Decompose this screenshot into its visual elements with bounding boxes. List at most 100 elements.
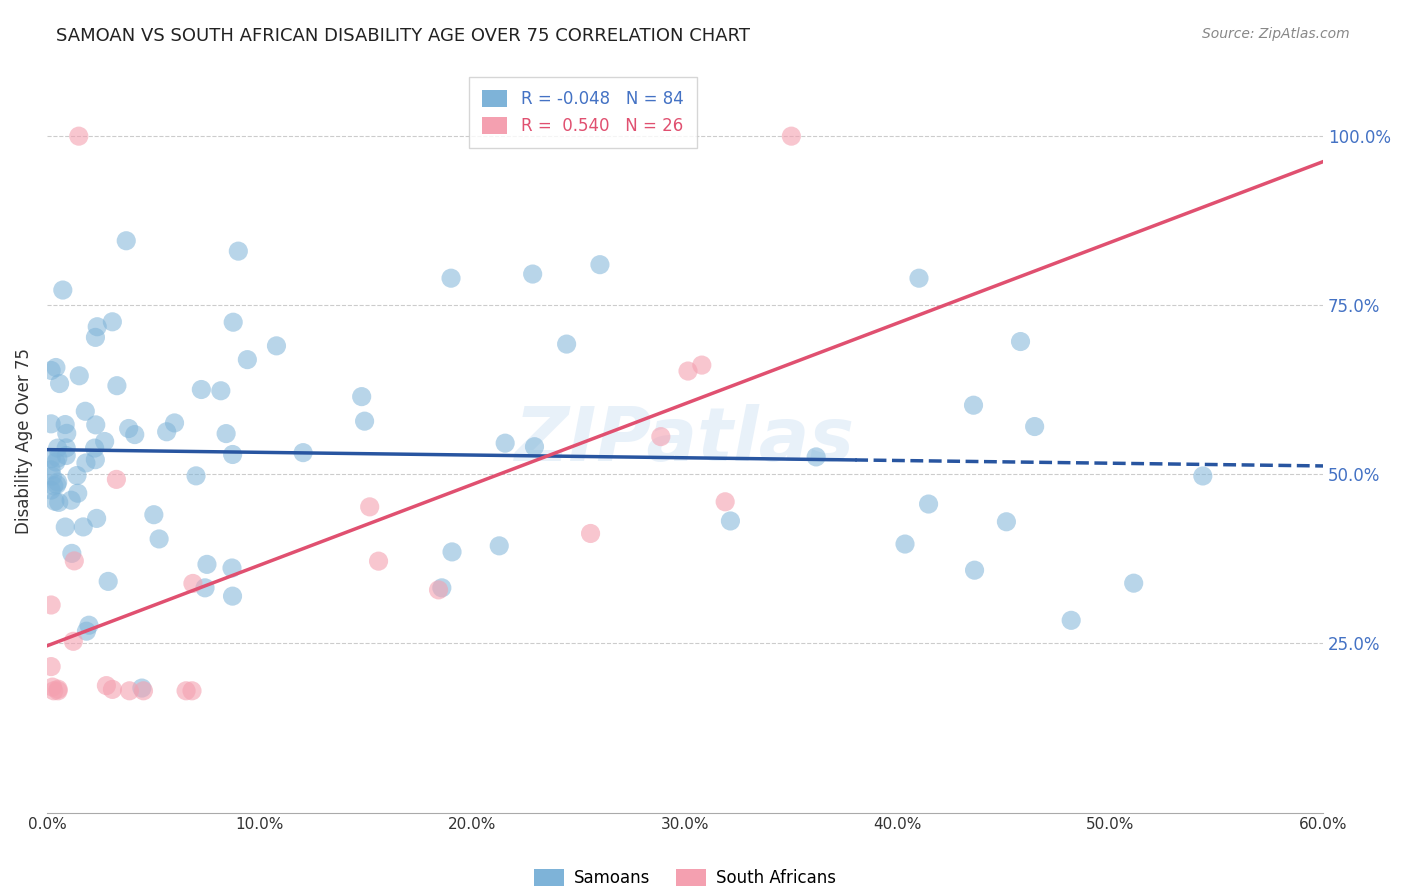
- Point: [142, 508, 165, 522]
- Point: [39, 417, 62, 431]
- Point: [440, 271, 463, 285]
- Point: [132, 683, 155, 698]
- Point: [195, 558, 218, 572]
- Point: [118, 421, 141, 435]
- Point: [93, 434, 115, 449]
- Point: [96, 679, 118, 693]
- Point: [39, 659, 62, 673]
- Point: [124, 427, 146, 442]
- Legend: R = -0.048   N = 84, R =  0.540   N = 26: R = -0.048 N = 84, R = 0.540 N = 26: [470, 77, 697, 148]
- Point: [66, 468, 89, 483]
- Point: [42, 479, 65, 493]
- Point: [67, 129, 90, 144]
- Point: [77, 618, 100, 632]
- Point: [359, 500, 381, 514]
- Point: [84, 452, 107, 467]
- Point: [45, 360, 67, 375]
- Point: [780, 129, 803, 144]
- Point: [156, 425, 179, 439]
- Point: [39, 483, 62, 497]
- Point: [48, 495, 70, 509]
- Point: [194, 581, 217, 595]
- Text: Source: ZipAtlas.com: Source: ZipAtlas.com: [1202, 27, 1350, 41]
- Point: [292, 445, 315, 459]
- Point: [66, 486, 89, 500]
- Point: [105, 472, 128, 486]
- Point: [84, 330, 107, 344]
- Point: [41, 680, 63, 694]
- Point: [105, 378, 128, 392]
- Point: [39, 363, 62, 377]
- Point: [75, 456, 97, 470]
- Point: [589, 258, 612, 272]
- Point: [118, 683, 141, 698]
- Point: [174, 683, 197, 698]
- Point: [41, 469, 63, 483]
- Point: [190, 383, 212, 397]
- Point: [86, 319, 108, 334]
- Point: [97, 574, 120, 589]
- Point: [55, 426, 77, 441]
- Point: [963, 563, 986, 577]
- Point: [46, 682, 69, 697]
- Point: [522, 267, 544, 281]
- Point: [209, 384, 232, 398]
- Point: [46, 451, 69, 466]
- Point: [181, 576, 204, 591]
- Point: [181, 683, 204, 698]
- Y-axis label: Disability Age Over 75: Disability Age Over 75: [15, 348, 32, 533]
- Point: [45, 455, 67, 469]
- Point: [908, 271, 931, 285]
- Point: [44, 494, 66, 508]
- Point: [427, 582, 450, 597]
- Point: [962, 398, 984, 412]
- Point: [86, 511, 108, 525]
- Point: [236, 352, 259, 367]
- Point: [72, 520, 94, 534]
- Point: [650, 429, 672, 443]
- Point: [115, 234, 138, 248]
- Point: [523, 440, 546, 454]
- Point: [1192, 469, 1215, 483]
- Point: [53, 417, 76, 432]
- Point: [350, 390, 373, 404]
- Point: [488, 539, 510, 553]
- Point: [163, 416, 186, 430]
- Point: [184, 468, 207, 483]
- Text: ZIPatlas: ZIPatlas: [515, 404, 855, 477]
- Point: [39, 598, 62, 612]
- Point: [804, 450, 827, 464]
- Point: [46, 441, 69, 455]
- Point: [353, 414, 375, 428]
- Point: [228, 244, 250, 259]
- Point: [430, 581, 453, 595]
- Point: [63, 554, 86, 568]
- Point: [1024, 419, 1046, 434]
- Point: [148, 532, 170, 546]
- Point: [714, 495, 737, 509]
- Point: [101, 315, 124, 329]
- Point: [1122, 576, 1144, 591]
- Point: [55, 449, 77, 463]
- Point: [690, 358, 713, 372]
- Point: [45, 477, 67, 491]
- Point: [75, 404, 97, 418]
- Point: [83, 441, 105, 455]
- Point: [60, 546, 83, 560]
- Point: [555, 337, 578, 351]
- Point: [131, 681, 153, 695]
- Point: [46, 475, 69, 489]
- Point: [52, 283, 75, 297]
- Point: [75, 624, 97, 639]
- Point: [39, 463, 62, 477]
- Text: SAMOAN VS SOUTH AFRICAN DISABILITY AGE OVER 75 CORRELATION CHART: SAMOAN VS SOUTH AFRICAN DISABILITY AGE O…: [56, 27, 751, 45]
- Point: [60, 493, 83, 508]
- Point: [46, 683, 69, 698]
- Point: [221, 448, 243, 462]
- Point: [995, 515, 1018, 529]
- Point: [84, 417, 107, 432]
- Point: [53, 520, 76, 534]
- Point: [55, 441, 77, 455]
- Point: [720, 514, 742, 528]
- Point: [67, 368, 90, 383]
